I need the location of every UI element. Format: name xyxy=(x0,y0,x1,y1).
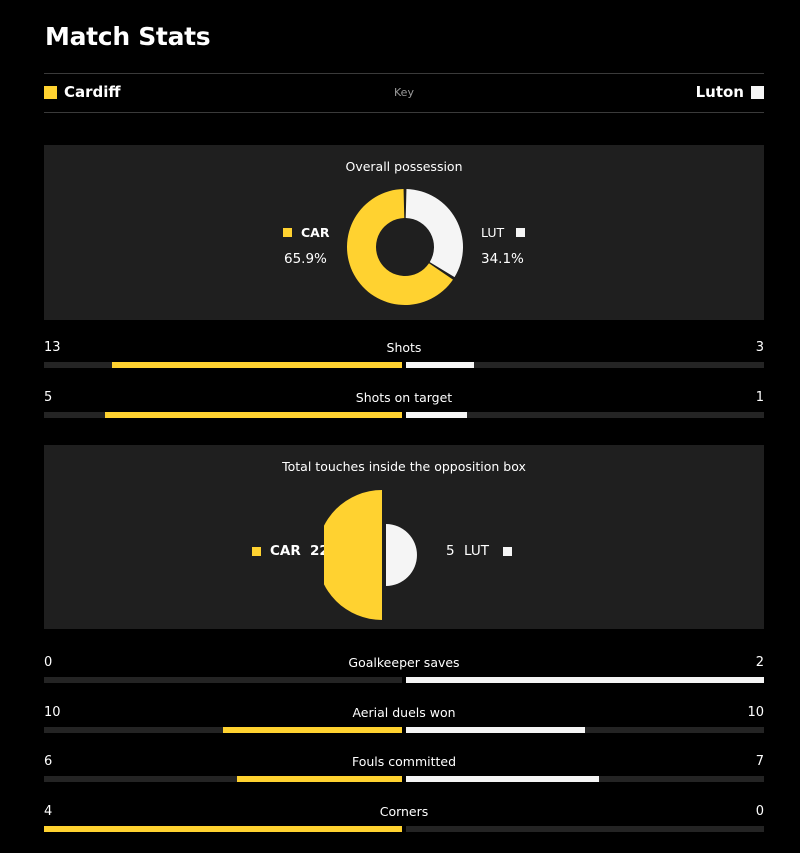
stat-row: 6 Fouls committed 7 xyxy=(44,754,764,784)
stat-away-bar xyxy=(406,776,600,782)
touches-away-value: 5 xyxy=(446,543,455,559)
stat-away-value: 1 xyxy=(755,390,764,405)
stat-home-bar xyxy=(104,412,402,418)
stat-away-value: 10 xyxy=(747,704,764,720)
stat-home-value: 10 xyxy=(44,704,61,720)
stat-away-track xyxy=(406,726,764,733)
stat-home-bar xyxy=(223,726,402,733)
divider xyxy=(44,73,764,74)
stat-home-value: 0 xyxy=(44,655,53,670)
home-color-swatch xyxy=(283,228,292,237)
away-color-swatch xyxy=(751,85,764,99)
divider xyxy=(44,112,764,113)
possession-home-abbr: CAR xyxy=(301,225,330,240)
stat-label: Corners xyxy=(379,803,429,819)
stat-away-track xyxy=(406,677,764,683)
away-team-key: Luton xyxy=(696,83,764,101)
stat-home-track xyxy=(44,412,402,418)
home-color-swatch xyxy=(44,85,57,99)
stat-home-value: 5 xyxy=(44,390,53,405)
touches-panel: Total touches inside the opposition box … xyxy=(44,445,764,629)
home-team-key: Cardiff xyxy=(44,83,121,101)
stat-away-track xyxy=(406,825,764,832)
stat-home-track xyxy=(44,677,402,683)
stat-away-value: 3 xyxy=(755,340,764,355)
stat-home-value: 6 xyxy=(44,754,53,769)
home-color-swatch xyxy=(252,547,261,556)
stat-row: 10 Aerial duels won 10 xyxy=(44,705,764,735)
stat-row: 4 Corners 0 xyxy=(44,804,764,834)
stat-label: Goalkeeper saves xyxy=(348,655,460,670)
away-team-name: Luton xyxy=(695,83,744,101)
stat-label: Shots xyxy=(386,340,422,355)
touches-semicircles xyxy=(324,490,417,620)
touches-home-semicircle xyxy=(324,490,382,620)
touches-home-abbr: CAR xyxy=(270,543,301,559)
possession-home-value: 65.9% xyxy=(284,251,327,267)
stat-away-value: 2 xyxy=(755,655,764,670)
stat-away-bar xyxy=(406,726,585,733)
stat-row: 13 Shots 3 xyxy=(44,340,764,370)
stat-away-track xyxy=(406,776,764,782)
key-label: Key xyxy=(394,86,414,99)
stat-label: Shots on target xyxy=(355,390,453,405)
stat-home-bar xyxy=(112,362,402,368)
stat-row: 5 Shots on target 1 xyxy=(44,390,764,420)
touches-away-semicircle xyxy=(386,524,417,586)
away-color-swatch xyxy=(516,228,525,237)
stat-away-bar xyxy=(406,677,764,683)
stat-home-track xyxy=(44,776,402,782)
stat-home-bar xyxy=(44,825,402,832)
stat-away-value: 7 xyxy=(755,754,764,769)
stat-away-bar xyxy=(406,362,475,368)
stat-label: Fouls committed xyxy=(351,754,457,769)
donut-away-slice xyxy=(405,189,463,278)
stat-home-value: 4 xyxy=(44,803,53,819)
possession-title: Overall possession xyxy=(345,159,463,174)
stat-home-value: 13 xyxy=(44,340,61,355)
stat-home-track xyxy=(44,362,402,368)
stat-away-bar xyxy=(406,412,467,418)
stat-home-track xyxy=(44,726,402,733)
stat-home-track xyxy=(44,825,402,832)
stat-label: Aerial duels won xyxy=(352,704,456,720)
page-title: Match Stats xyxy=(45,22,211,51)
donut-home-slice xyxy=(347,189,453,305)
away-color-swatch xyxy=(503,547,512,556)
stat-away-value: 0 xyxy=(755,803,764,819)
stat-away-track xyxy=(406,362,764,368)
possession-panel: Overall possession CAR 65.9% LUT 34.1% xyxy=(44,145,764,320)
possession-away-abbr: LUT xyxy=(481,225,505,240)
possession-away-value: 34.1% xyxy=(481,251,524,267)
home-team-name: Cardiff xyxy=(64,83,121,101)
stat-away-track xyxy=(406,412,764,418)
touches-title: Total touches inside the opposition box xyxy=(282,459,526,474)
stat-row: 0 Goalkeeper saves 2 xyxy=(44,655,764,685)
stat-home-bar xyxy=(237,776,402,782)
possession-donut xyxy=(347,189,463,305)
touches-away-abbr: LUT xyxy=(464,543,489,559)
